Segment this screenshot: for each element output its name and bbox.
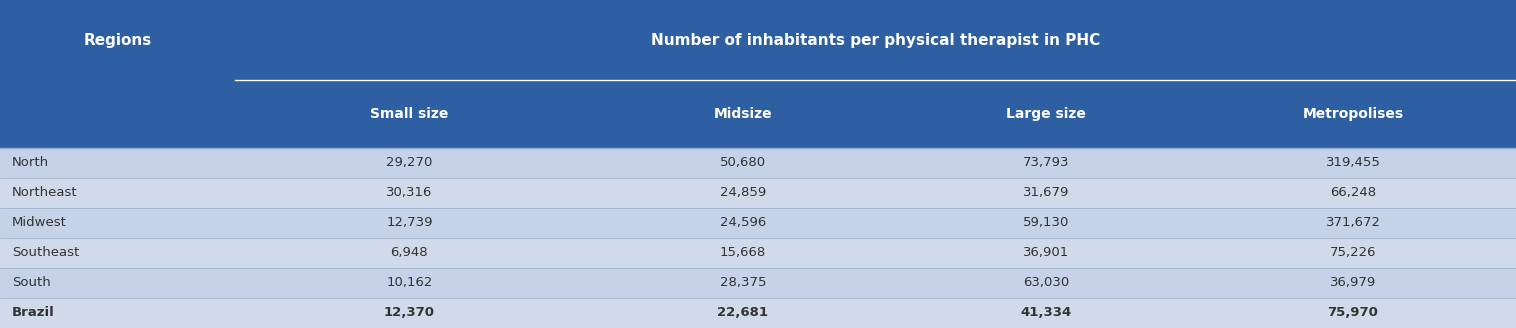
Text: Small size: Small size	[370, 107, 449, 121]
Bar	[0, 178, 1516, 208]
Text: 30,316: 30,316	[387, 186, 432, 199]
Text: 15,668: 15,668	[720, 246, 766, 259]
Text: 59,130: 59,130	[1023, 216, 1069, 229]
Text: 75,226: 75,226	[1330, 246, 1377, 259]
Text: 36,901: 36,901	[1023, 246, 1069, 259]
Text: North: North	[12, 156, 49, 169]
Text: 6,948: 6,948	[391, 246, 428, 259]
Text: Southeast: Southeast	[12, 246, 79, 259]
Bar	[0, 238, 1516, 268]
Text: 29,270: 29,270	[387, 156, 432, 169]
Text: 31,679: 31,679	[1023, 186, 1069, 199]
Text: Number of inhabitants per physical therapist in PHC: Number of inhabitants per physical thera…	[650, 33, 1101, 48]
Bar	[0, 298, 1516, 328]
Bar	[0, 148, 1516, 178]
Text: 73,793: 73,793	[1023, 156, 1069, 169]
Text: 22,681: 22,681	[717, 306, 769, 319]
Text: Northeast: Northeast	[12, 186, 77, 199]
Text: 10,162: 10,162	[387, 277, 432, 289]
Text: Metropolises: Metropolises	[1302, 107, 1404, 121]
Text: 50,680: 50,680	[720, 156, 766, 169]
Bar	[0, 268, 1516, 298]
Text: Midwest: Midwest	[12, 216, 67, 229]
Bar	[0, 208, 1516, 238]
Text: 28,375: 28,375	[720, 277, 766, 289]
Text: 36,979: 36,979	[1330, 277, 1377, 289]
Text: 371,672: 371,672	[1325, 216, 1381, 229]
Text: 75,970: 75,970	[1328, 306, 1378, 319]
Text: 66,248: 66,248	[1330, 186, 1377, 199]
Text: 24,596: 24,596	[720, 216, 766, 229]
Text: Brazil: Brazil	[12, 306, 55, 319]
Text: 24,859: 24,859	[720, 186, 766, 199]
Text: 63,030: 63,030	[1023, 277, 1069, 289]
Bar	[0, 0, 1516, 148]
Text: South: South	[12, 277, 52, 289]
Text: Midsize: Midsize	[714, 107, 772, 121]
Text: 41,334: 41,334	[1020, 306, 1072, 319]
Text: Large size: Large size	[1007, 107, 1085, 121]
Text: 12,370: 12,370	[384, 306, 435, 319]
Text: Regions: Regions	[83, 33, 152, 48]
Text: 12,739: 12,739	[387, 216, 432, 229]
Text: 319,455: 319,455	[1325, 156, 1381, 169]
